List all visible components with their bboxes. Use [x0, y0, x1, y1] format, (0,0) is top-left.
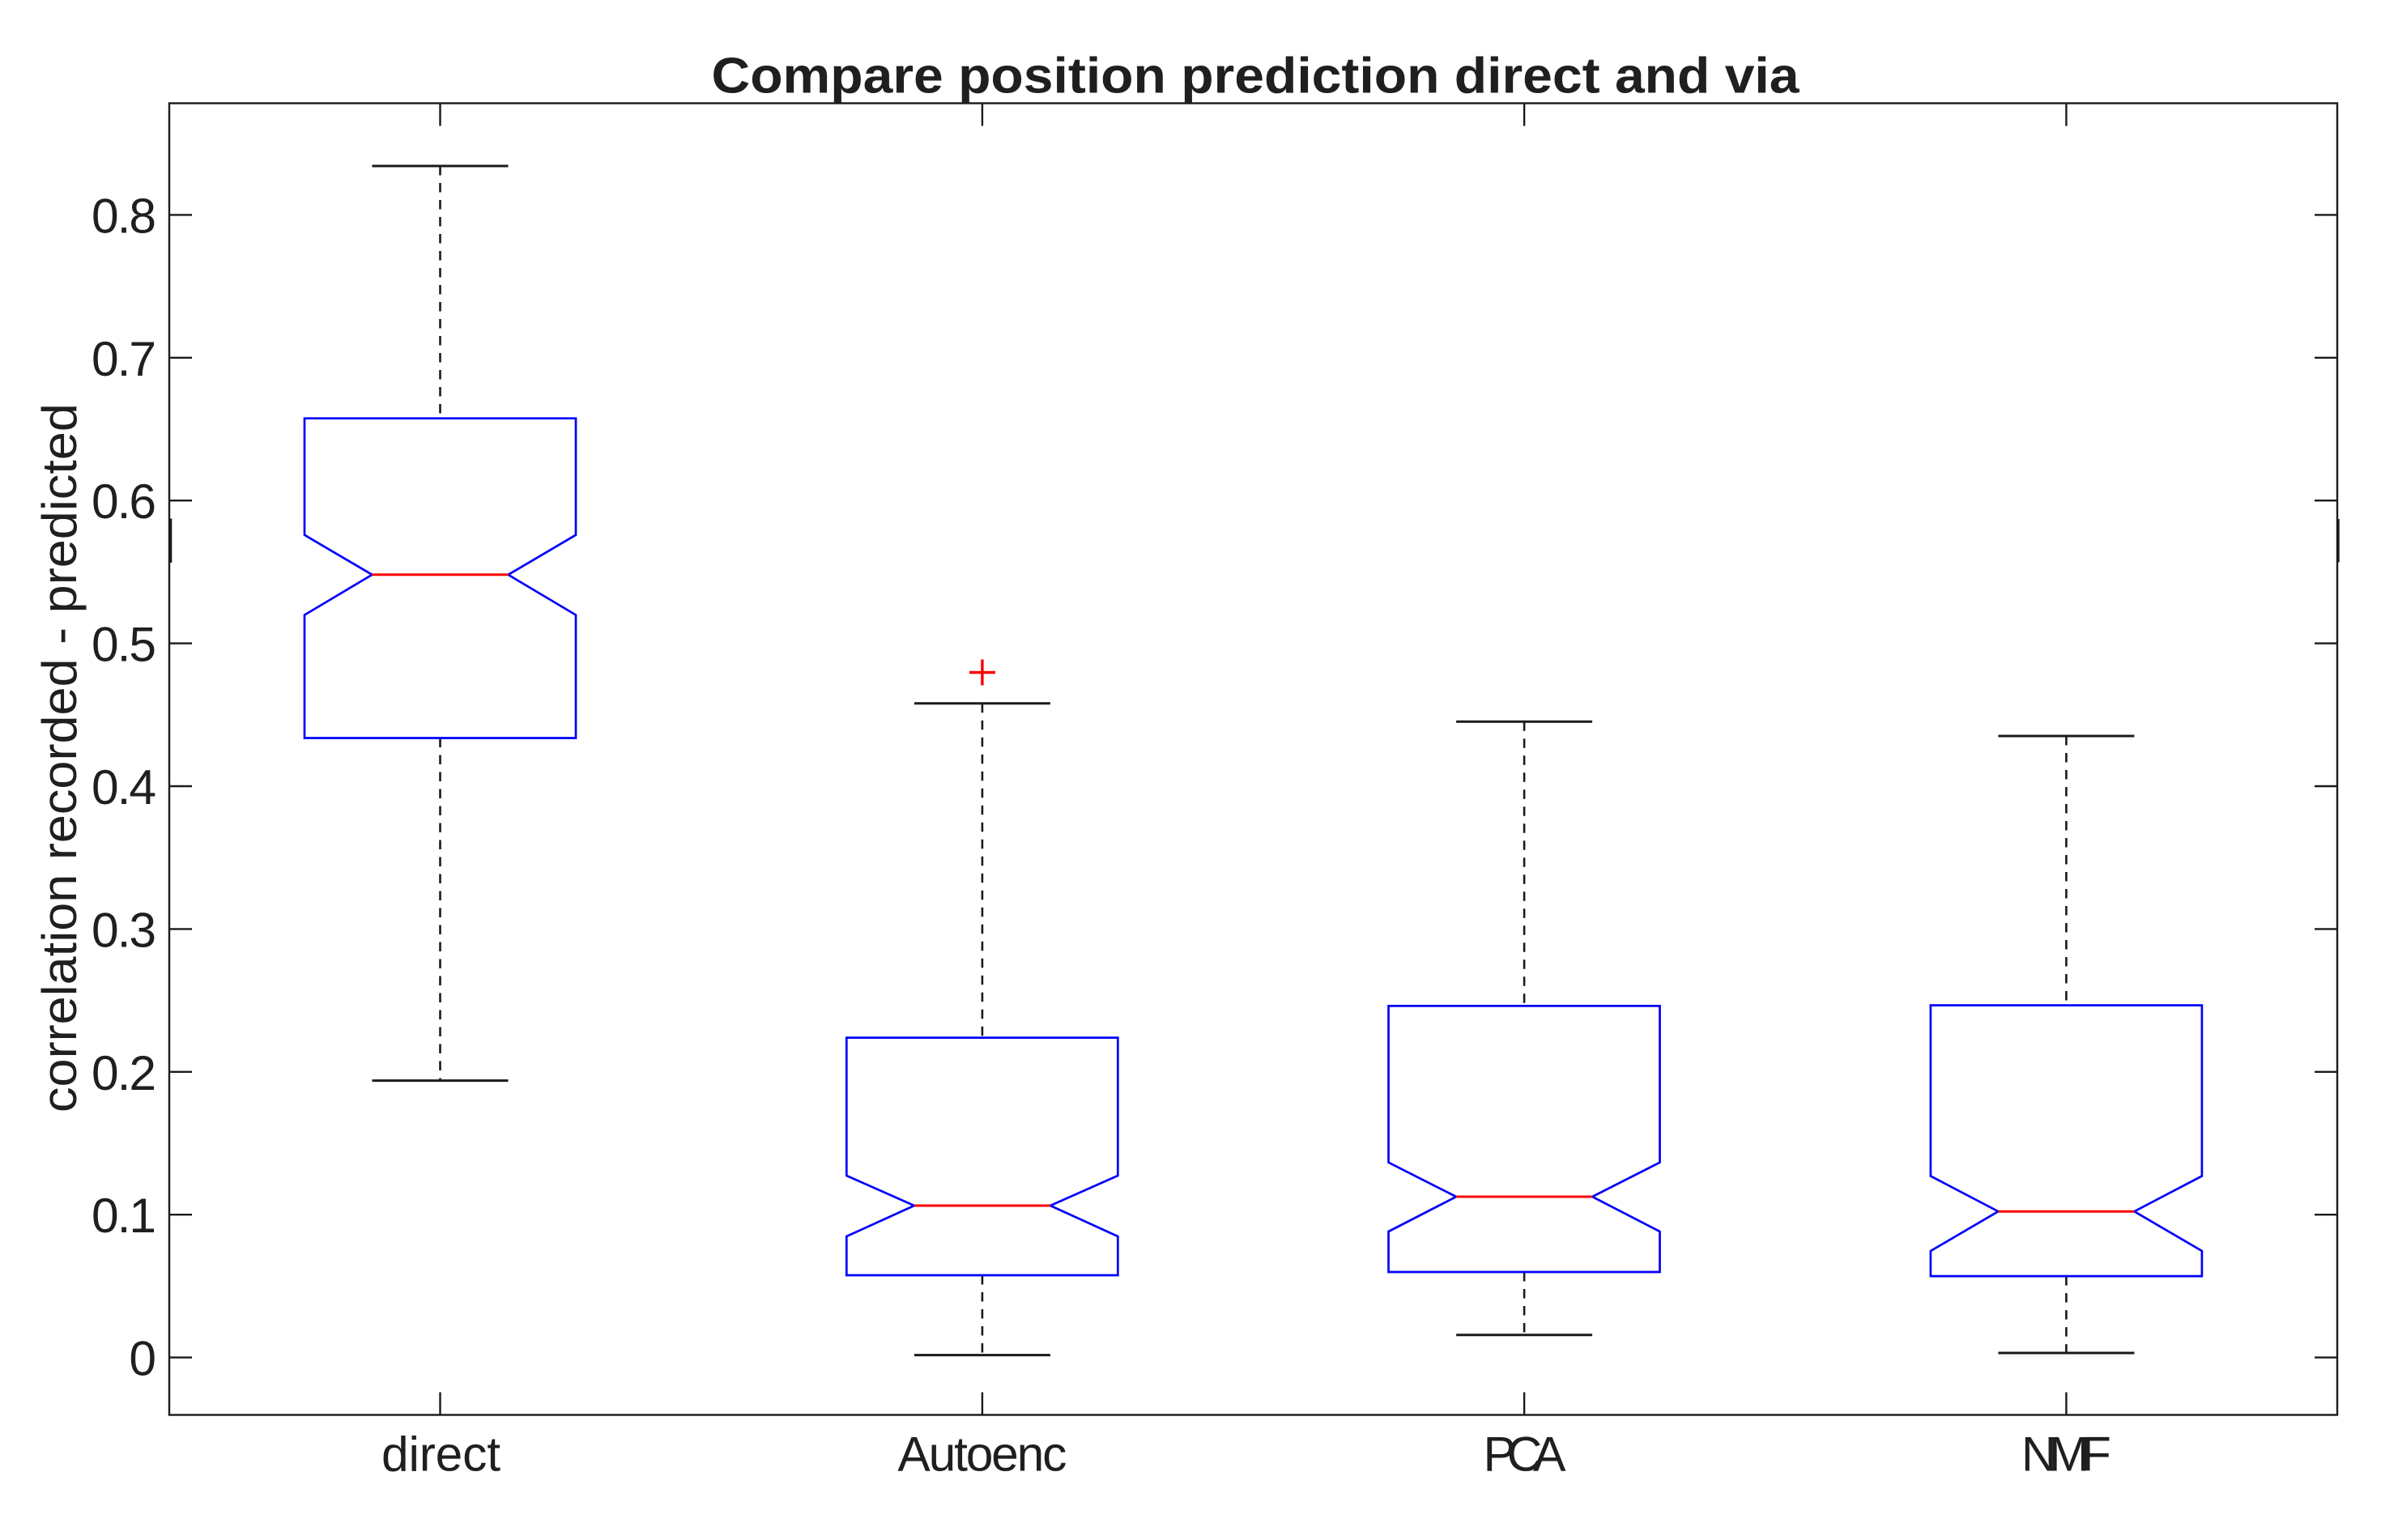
svg-text:0.6: 0.6	[92, 474, 156, 529]
svg-text:Autoenc: Autoenc	[897, 1427, 1067, 1482]
svg-text:Compare position prediction di: Compare position prediction direct and v…	[712, 49, 1800, 104]
svg-text:0: 0	[129, 1331, 156, 1386]
svg-text:0.8: 0.8	[92, 188, 156, 243]
svg-text:0.4: 0.4	[92, 759, 156, 815]
svg-text:PCA: PCA	[1484, 1427, 1567, 1482]
svg-text:NMF: NMF	[2021, 1427, 2111, 1482]
svg-text:0.3: 0.3	[92, 902, 156, 957]
svg-text:0.1: 0.1	[92, 1188, 156, 1243]
svg-text:0.5: 0.5	[92, 617, 156, 672]
svg-text:direct: direct	[381, 1427, 500, 1482]
svg-text:correlation recorded - predict: correlation recorded - predicted	[32, 403, 87, 1112]
svg-text:0.7: 0.7	[92, 331, 156, 386]
svg-text:0.2: 0.2	[92, 1045, 156, 1100]
